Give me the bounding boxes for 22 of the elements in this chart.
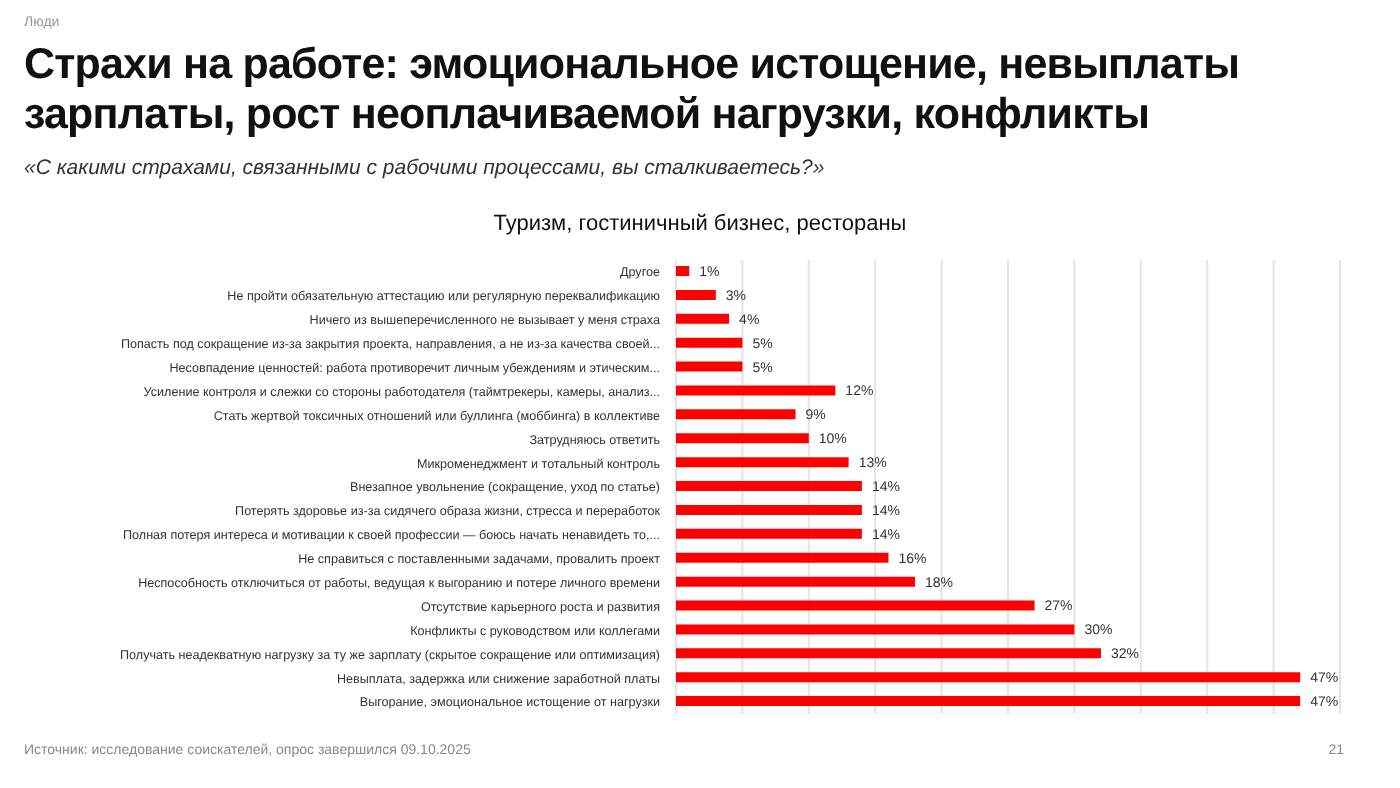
- bar: [676, 528, 862, 539]
- bar: [676, 552, 889, 563]
- bar: [676, 289, 716, 300]
- bar: [676, 600, 1035, 611]
- bar: [676, 266, 690, 276]
- bar: [676, 457, 849, 468]
- bar: [676, 648, 1101, 659]
- chart-title: Страхи на работе: эмоциональное истощение, невыплаты зарплаты, рост неоплачиваемой нагрузки, конфликты: [24, 40, 1242, 140]
- text: «С какими страхами, связанными с рабочими процессами, вы сталкиваетесь?»: [24, 156, 825, 180]
- bar: [676, 696, 1301, 707]
- bar: [676, 576, 916, 587]
- bar: [676, 672, 1301, 683]
- bar: [676, 313, 730, 324]
- text: Туризм, гостиничный бизнес, рестораны: [491, 212, 909, 236]
- bar: [676, 361, 743, 372]
- bar: [676, 409, 796, 420]
- bar: [676, 337, 743, 348]
- bar: [676, 385, 836, 396]
- bar: [676, 433, 809, 444]
- bar: [676, 504, 862, 515]
- bar: [676, 481, 862, 492]
- bar: [676, 624, 1075, 635]
